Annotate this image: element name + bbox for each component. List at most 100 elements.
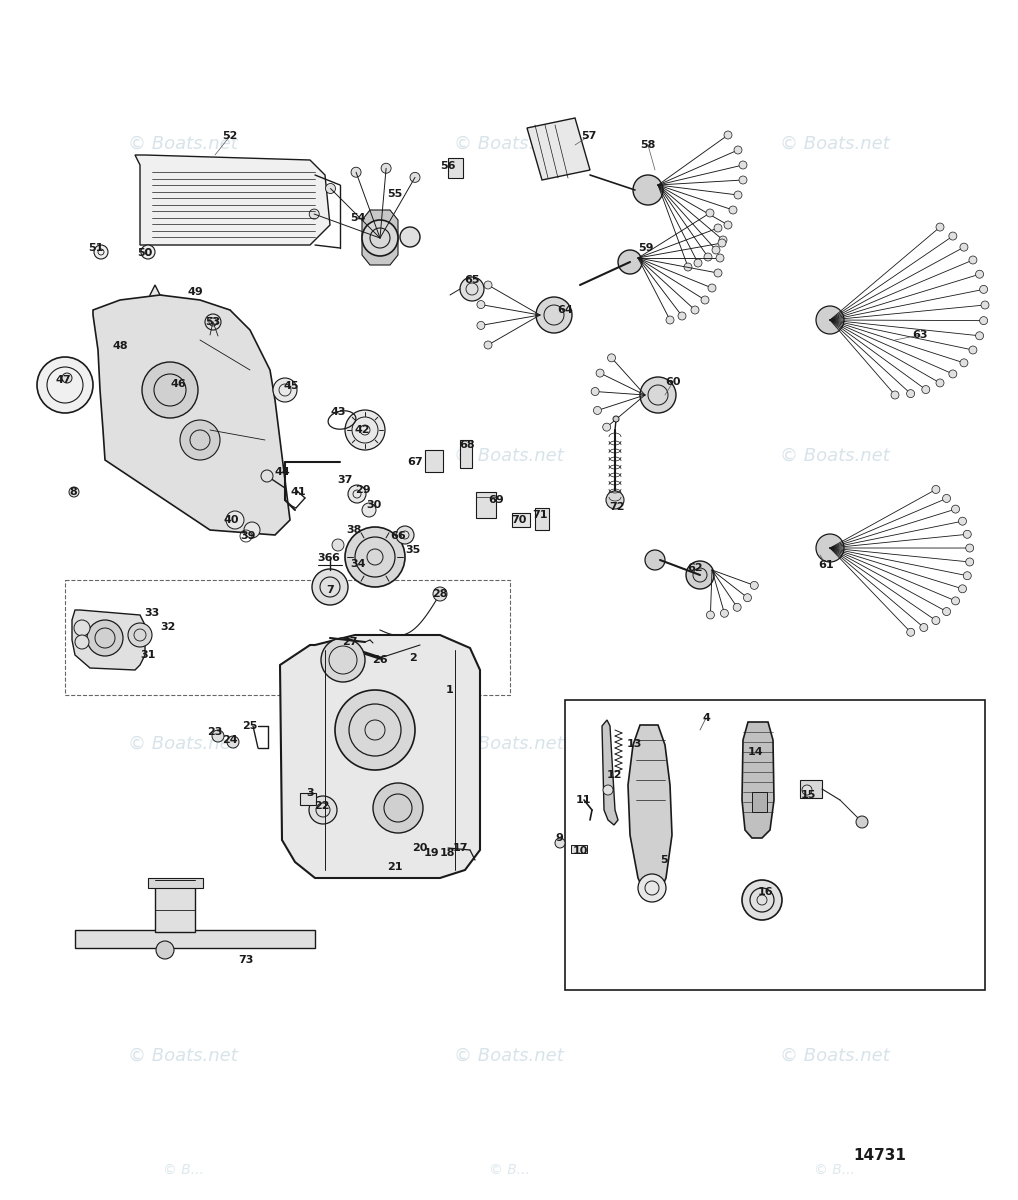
Bar bbox=[155, 880, 195, 932]
Circle shape bbox=[724, 221, 732, 229]
Text: 64: 64 bbox=[557, 305, 573, 314]
Text: 66: 66 bbox=[390, 530, 406, 541]
Text: 46: 46 bbox=[170, 379, 186, 389]
Circle shape bbox=[729, 206, 737, 214]
Text: 19: 19 bbox=[425, 848, 440, 858]
Bar bbox=[148, 878, 203, 888]
Text: 42: 42 bbox=[354, 425, 370, 434]
Text: 6: 6 bbox=[331, 553, 339, 563]
Polygon shape bbox=[135, 155, 330, 245]
Text: 9: 9 bbox=[555, 833, 563, 842]
Text: 67: 67 bbox=[407, 457, 422, 467]
Circle shape bbox=[686, 560, 714, 589]
Bar bbox=[571, 845, 587, 853]
Circle shape bbox=[536, 296, 572, 332]
Circle shape bbox=[936, 379, 944, 386]
Circle shape bbox=[593, 407, 602, 414]
Text: © Boats.net: © Boats.net bbox=[780, 134, 890, 152]
Text: 70: 70 bbox=[511, 515, 526, 526]
Text: 5: 5 bbox=[661, 854, 668, 865]
Circle shape bbox=[312, 569, 348, 605]
Text: 22: 22 bbox=[315, 802, 330, 811]
Text: 61: 61 bbox=[818, 560, 834, 570]
Circle shape bbox=[75, 635, 89, 649]
Circle shape bbox=[309, 796, 337, 824]
Circle shape bbox=[645, 550, 665, 570]
Text: 17: 17 bbox=[452, 842, 467, 853]
Text: © Boats.net: © Boats.net bbox=[454, 446, 564, 464]
Text: 63: 63 bbox=[912, 330, 927, 340]
Text: 69: 69 bbox=[488, 494, 504, 505]
Bar bbox=[565, 700, 985, 990]
Circle shape bbox=[734, 146, 742, 154]
Circle shape bbox=[704, 253, 712, 260]
Text: 2: 2 bbox=[409, 653, 417, 662]
Text: © Boats.net: © Boats.net bbox=[454, 734, 564, 754]
Text: 73: 73 bbox=[238, 955, 253, 965]
Circle shape bbox=[712, 246, 720, 254]
Text: 27: 27 bbox=[342, 637, 357, 647]
Circle shape bbox=[952, 596, 960, 605]
Polygon shape bbox=[93, 295, 290, 535]
Text: © Boats.net: © Boats.net bbox=[454, 1046, 564, 1066]
Text: 54: 54 bbox=[350, 214, 365, 223]
Circle shape bbox=[920, 624, 927, 631]
Text: © Boats.net: © Boats.net bbox=[780, 446, 890, 464]
Circle shape bbox=[733, 604, 741, 611]
Bar bbox=[535, 508, 549, 530]
Polygon shape bbox=[362, 210, 398, 265]
Text: © Boats.net: © Boats.net bbox=[454, 134, 564, 152]
Text: © Boats.net: © Boats.net bbox=[780, 734, 890, 754]
Circle shape bbox=[608, 354, 616, 362]
Text: 47: 47 bbox=[55, 374, 71, 385]
Circle shape bbox=[734, 191, 742, 199]
Circle shape bbox=[891, 391, 899, 398]
Circle shape bbox=[37, 358, 93, 413]
Circle shape bbox=[721, 610, 729, 617]
Circle shape bbox=[69, 487, 79, 497]
Text: 18: 18 bbox=[439, 848, 455, 858]
Circle shape bbox=[142, 362, 197, 418]
Circle shape bbox=[714, 269, 722, 277]
Polygon shape bbox=[742, 722, 774, 838]
Circle shape bbox=[719, 236, 727, 244]
Text: 52: 52 bbox=[222, 131, 237, 140]
Text: 26: 26 bbox=[373, 655, 388, 665]
Text: 13: 13 bbox=[626, 739, 641, 749]
Text: 29: 29 bbox=[355, 485, 371, 494]
Text: 56: 56 bbox=[440, 161, 456, 170]
Bar bbox=[800, 780, 822, 798]
Text: 55: 55 bbox=[388, 188, 403, 199]
Circle shape bbox=[959, 517, 966, 526]
Circle shape bbox=[943, 607, 951, 616]
Text: 43: 43 bbox=[330, 407, 346, 416]
Text: 34: 34 bbox=[350, 559, 365, 569]
Circle shape bbox=[332, 539, 344, 551]
Circle shape bbox=[949, 232, 957, 240]
Circle shape bbox=[345, 527, 405, 587]
Text: 35: 35 bbox=[405, 545, 420, 554]
Circle shape bbox=[128, 623, 152, 647]
Text: 10: 10 bbox=[572, 846, 587, 856]
Circle shape bbox=[856, 816, 868, 828]
Text: © Boats.net: © Boats.net bbox=[128, 734, 238, 754]
Circle shape bbox=[742, 880, 782, 920]
Text: © Boats.net: © Boats.net bbox=[128, 1046, 238, 1066]
Circle shape bbox=[701, 296, 709, 304]
Circle shape bbox=[975, 331, 983, 340]
Text: 30: 30 bbox=[366, 500, 382, 510]
Circle shape bbox=[484, 281, 492, 289]
Circle shape bbox=[381, 163, 391, 173]
Circle shape bbox=[963, 530, 971, 539]
Bar bbox=[512, 514, 530, 527]
Circle shape bbox=[373, 782, 423, 833]
Text: 41: 41 bbox=[290, 487, 305, 497]
Circle shape bbox=[907, 390, 914, 397]
Circle shape bbox=[244, 522, 260, 538]
Polygon shape bbox=[280, 635, 480, 878]
Circle shape bbox=[936, 223, 944, 232]
Text: 57: 57 bbox=[581, 131, 597, 140]
Text: 1: 1 bbox=[446, 685, 454, 695]
Circle shape bbox=[952, 505, 960, 514]
Text: 20: 20 bbox=[412, 842, 428, 853]
